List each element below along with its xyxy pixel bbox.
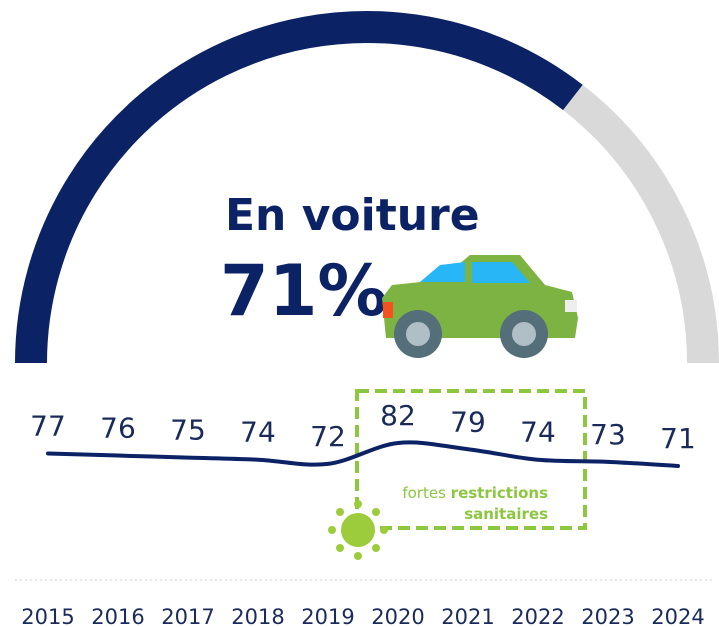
- virus-icon: [328, 500, 388, 560]
- value-label: 73: [590, 418, 626, 451]
- annotation-plain: fortes: [402, 484, 446, 502]
- annotation-line-2: sanitaires: [464, 505, 548, 523]
- x-tick-label: 2024: [651, 605, 704, 627]
- x-tick-label: 2019: [301, 605, 354, 627]
- value-label: 79: [450, 405, 486, 438]
- value-label: 75: [170, 414, 206, 447]
- value-label: 71: [660, 422, 696, 455]
- gauge-label: 71%: [220, 250, 388, 332]
- trend-line: [46, 440, 680, 468]
- annotation-bold: restrictions: [451, 484, 548, 502]
- gauge-fill: [15, 11, 583, 364]
- x-tick-label: 2021: [441, 605, 494, 627]
- x-tick-label: 2022: [511, 605, 564, 627]
- value-label: 76: [100, 412, 136, 445]
- value-label: 82: [380, 399, 416, 432]
- car-icon: [382, 255, 578, 358]
- value-label: 72: [310, 420, 346, 453]
- x-tick-label: 2016: [91, 605, 144, 627]
- x-tick-label: 2020: [371, 605, 424, 627]
- annotation-line-1: fortes restrictions: [402, 484, 548, 502]
- x-tick-label: 2018: [231, 605, 284, 627]
- value-label: 77: [30, 409, 66, 442]
- value-label: 74: [240, 416, 276, 449]
- x-tick-label: 2023: [581, 605, 634, 627]
- value-label: 74: [520, 416, 556, 449]
- gauge-track: [563, 84, 719, 364]
- title: En voiture: [225, 190, 480, 241]
- x-tick-label: 2017: [161, 605, 214, 627]
- x-tick-label: 2015: [21, 605, 74, 627]
